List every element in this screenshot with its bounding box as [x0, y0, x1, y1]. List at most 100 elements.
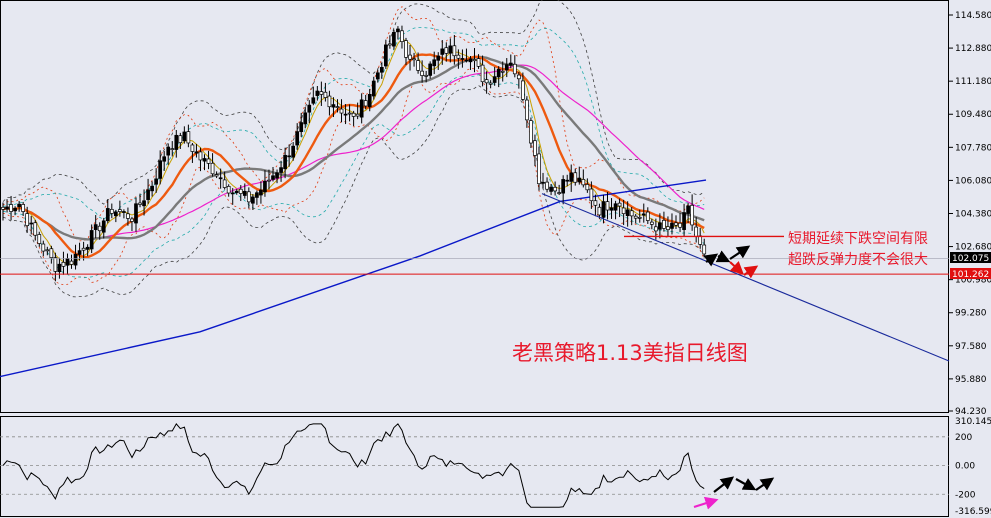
candle-body	[287, 155, 291, 158]
candle-body	[541, 181, 545, 184]
candle-body	[291, 145, 296, 158]
candle-body	[166, 146, 171, 156]
price-tick-label: 94.230	[955, 407, 987, 417]
candle-body	[420, 70, 424, 76]
candle-body	[339, 108, 344, 114]
price-tick-label: 112.880	[955, 44, 991, 54]
candle-body	[662, 219, 666, 229]
candle-body	[122, 211, 126, 213]
candle-body	[597, 206, 602, 216]
candle-body	[307, 104, 312, 113]
candle-body	[275, 172, 279, 179]
candle-body	[295, 131, 300, 146]
candle-body	[1, 206, 5, 210]
outer-upper-band	[2, 0, 705, 205]
candle-body	[41, 243, 46, 252]
candle-body	[65, 258, 70, 266]
candle-body	[25, 213, 30, 226]
candle-body	[359, 99, 364, 118]
candle-body	[69, 260, 74, 265]
candle-body	[472, 59, 477, 62]
candle-body	[500, 70, 505, 73]
candle-body	[666, 226, 670, 231]
price-tick-label: 99.280	[955, 309, 987, 319]
candle-body	[251, 196, 255, 204]
candle-body	[263, 180, 267, 193]
candle-body	[416, 60, 420, 71]
candle-body	[444, 47, 449, 54]
candle-body	[198, 151, 203, 161]
candle-body	[408, 54, 412, 60]
candle-body	[488, 82, 493, 85]
candle-body	[93, 224, 98, 230]
candle-body	[81, 247, 86, 251]
ma12-line	[2, 53, 705, 259]
candle-body	[246, 191, 251, 203]
candle-body	[210, 162, 215, 175]
candle-body	[670, 222, 674, 229]
candle-body	[404, 40, 408, 58]
oscillator-panel-frame	[0, 416, 949, 517]
candle-body	[557, 192, 561, 194]
candle-body	[202, 158, 207, 162]
candle-body	[61, 261, 66, 267]
candle-body	[118, 209, 122, 212]
candle-body	[537, 153, 541, 185]
candle-body	[303, 112, 308, 125]
candle-body	[77, 250, 82, 255]
candle-body	[142, 200, 146, 207]
mid-upper-band	[2, 6, 705, 242]
candle-body	[581, 179, 586, 186]
projection-arrows	[693, 245, 775, 510]
candle-body	[162, 156, 167, 162]
candle-body	[633, 215, 638, 219]
ma26-line	[2, 55, 705, 241]
candle-body	[53, 257, 58, 272]
bollinger-bands	[2, 0, 705, 298]
candle-body	[101, 220, 106, 233]
candle-body	[170, 148, 175, 150]
price-tick-label: 114.580	[955, 11, 991, 21]
candle-body	[525, 99, 529, 121]
candle-body	[226, 186, 231, 194]
candle-body	[230, 192, 235, 195]
candle-body	[504, 64, 509, 71]
mid-lower-band	[2, 68, 705, 286]
candle-body	[255, 192, 259, 198]
arrow-down-1	[715, 250, 731, 263]
candle-body	[158, 160, 163, 179]
candle-body	[432, 59, 437, 67]
osc-arrow-up-2	[755, 477, 775, 491]
long-term-ma-line	[0, 179, 707, 378]
candle-body	[545, 181, 549, 190]
osc-tick-label: 200	[955, 433, 972, 443]
candle-body	[49, 248, 54, 259]
candle-body	[658, 222, 662, 230]
osc-tick-label: 0.00	[955, 462, 975, 472]
candle-body	[222, 179, 227, 188]
candle-body	[267, 179, 271, 182]
candle-body	[464, 59, 469, 62]
candle-body	[686, 205, 690, 214]
price-tick-label: 111.180	[955, 77, 991, 87]
candle-body	[13, 207, 17, 212]
candle-body	[371, 80, 376, 97]
candle-body	[363, 100, 368, 107]
osc-arrow-down	[735, 478, 757, 491]
candle-body	[126, 213, 130, 219]
osc-tick-label: -200	[955, 490, 976, 500]
arrow-red-down	[729, 260, 744, 275]
candle-body	[436, 55, 441, 61]
candle-body	[569, 172, 574, 182]
candle-body	[694, 226, 699, 237]
candle-body	[565, 179, 570, 182]
candle-body	[621, 207, 626, 215]
candle-body	[605, 201, 610, 211]
candle-body	[585, 184, 590, 191]
candle-body	[206, 158, 211, 164]
candle-body	[355, 113, 360, 117]
candle-body	[533, 140, 537, 156]
current-price-tag: 102.075	[950, 252, 991, 264]
candle-body	[456, 54, 461, 59]
